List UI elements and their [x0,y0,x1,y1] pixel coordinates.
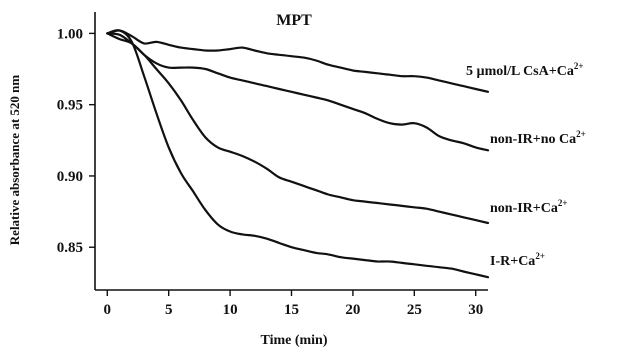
series-label: 5 µmol/L CsA+Ca2+ [466,61,583,79]
y-tick-label: 0.90 [57,169,83,185]
series-group [106,29,490,279]
series-label: non-IR+no Ca2+ [490,129,586,147]
y-tick-label: 0.85 [57,240,83,256]
series-label-superscript: 2+ [558,198,568,208]
series-label: non-IR+Ca2+ [490,198,568,216]
x-tick-label: 10 [223,302,238,318]
x-tick-label: 0 [104,302,112,318]
series-labels: 5 µmol/L CsA+Ca2+ non-IR+no Ca2+ non-IR+Ca… [466,61,586,269]
series-label-superscript: 2+ [574,61,584,71]
chart-title: MPT [276,12,312,29]
ticks: 0 5 10 15 20 25 30 0.85 0.90 0.95 1.00 [57,26,483,318]
series-label-superscript: 2+ [576,129,586,139]
x-tick-label: 15 [284,302,299,318]
x-tick-label: 20 [345,302,360,318]
y-axis-title: Relative absorbance at 520 nm [7,75,22,246]
x-tick-label: 25 [407,302,422,318]
x-tick-label: 5 [165,302,173,318]
y-tick-label: 1.00 [57,26,83,42]
series-line [106,29,490,279]
y-tick-label: 0.95 [57,98,83,114]
series-label-superscript: 2+ [535,251,545,261]
x-axis-title: Time (min) [260,333,327,348]
series-line [106,32,490,225]
series-line [106,29,490,93]
series-label: I-R+Ca2+ [490,251,545,269]
x-tick-label: 30 [468,302,483,318]
series-line [106,32,490,152]
